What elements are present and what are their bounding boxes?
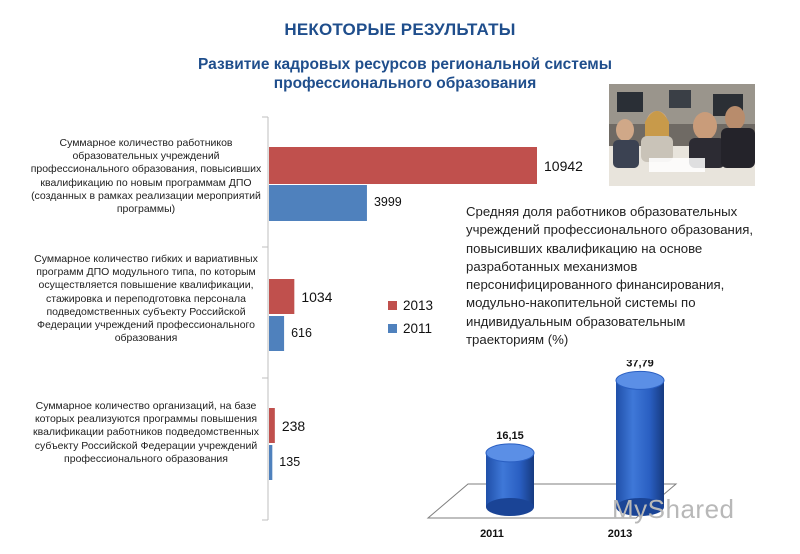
bar-2011-1 [269, 316, 285, 351]
cylinder-category-label: 2011 [480, 528, 504, 540]
bar-category-label: Суммарное количество работников образова… [30, 137, 262, 216]
legend-label-2013: 2013 [403, 298, 434, 313]
cylinder-value-label: 16,15 [496, 430, 524, 442]
cylinder-body-2013 [616, 380, 664, 507]
slide-title: НЕКОТОРЫЕ РЕЗУЛЬТАТЫ [284, 20, 516, 39]
slide-subtitle: Развитие кадровых ресурсов региональной … [198, 56, 612, 92]
watermark: MyShared [612, 494, 735, 524]
bar-category-label: Суммарное количество гибких и вариативны… [34, 253, 258, 345]
bar-2013-2 [269, 408, 275, 443]
bar-2013-0 [269, 147, 537, 184]
legend-item-2013: 2013 [388, 298, 433, 313]
indicator-description: Средняя доля работников образовательных … [466, 204, 754, 348]
bar-value-label: 616 [291, 325, 312, 340]
cylinder-top-2011 [485, 443, 535, 463]
cylinder-value-label: 37,79 [626, 360, 654, 369]
chart-legend: 2013 2011 [388, 298, 433, 344]
bar-category-label: Суммарное количество организаций, на баз… [33, 400, 259, 465]
legend-swatch-2011 [388, 324, 397, 333]
bar-value-label: 10942 [544, 157, 583, 174]
cylinder-base-2013 [616, 498, 664, 516]
bar-chart-bars [269, 147, 537, 480]
cylinder-labels: 16,15 2011 37,79 2013 [480, 360, 654, 540]
bar-value-label: 135 [279, 454, 301, 469]
bar-chart-axis-ticks [262, 116, 268, 521]
cylinder-base-2011 [486, 498, 534, 516]
bar-2013-1 [269, 279, 295, 314]
bar-value-label: 1034 [301, 288, 333, 305]
classroom-photo [609, 84, 755, 186]
legend-item-2011: 2011 [388, 321, 433, 336]
bar-value-label: 238 [281, 417, 306, 434]
legend-label-2011: 2011 [403, 321, 433, 336]
cylinder-top-2013 [615, 370, 665, 390]
cylinder-bars [485, 370, 665, 516]
cylinder-category-label: 2013 [608, 528, 632, 540]
bar-2011-0 [269, 185, 367, 221]
legend-swatch-2013 [388, 301, 397, 310]
cylinder-column-chart: 16,15 2011 37,79 2013 [426, 360, 678, 540]
bar-value-label: 3999 [373, 195, 402, 209]
classroom-photo-image [609, 84, 755, 186]
bar-2011-2 [269, 445, 273, 480]
